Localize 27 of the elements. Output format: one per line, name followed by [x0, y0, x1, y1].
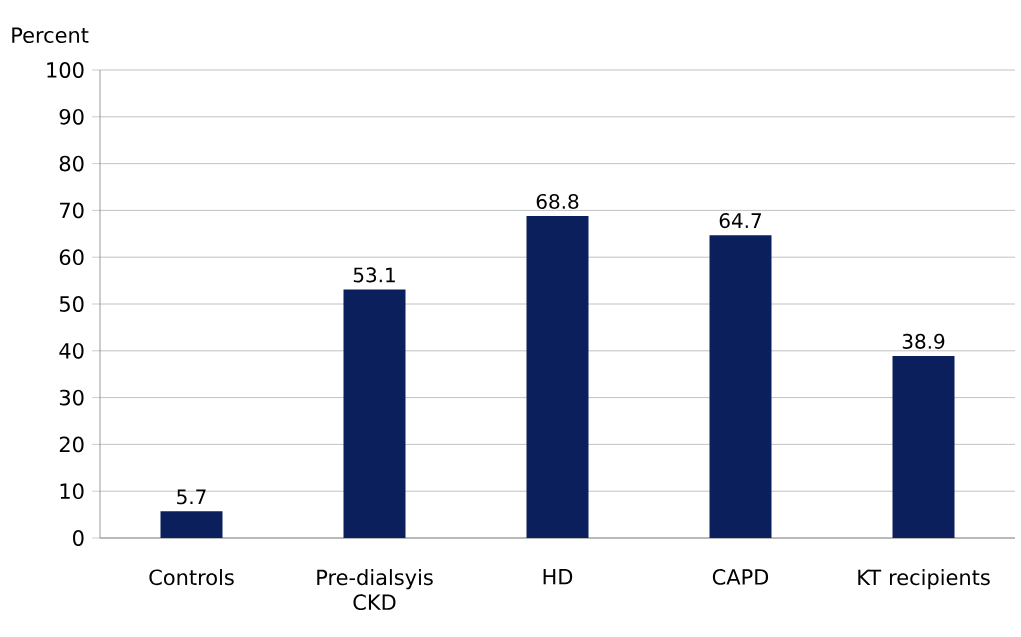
bar — [160, 511, 223, 538]
bar — [526, 216, 589, 538]
y-tick-label: 40 — [59, 342, 84, 359]
x-tick-label: KT recipients — [858, 569, 990, 590]
y-tick-label: 90 — [59, 108, 84, 125]
y-tick-label: 100 — [47, 62, 84, 78]
x-tick-label: Pre-dialsyis CKD — [317, 569, 433, 611]
y-tick-label: 10 — [60, 483, 84, 500]
y-tick-label: 50 — [59, 296, 84, 312]
data-label: 5.7 — [177, 489, 206, 505]
y-tick-label: 20 — [59, 436, 84, 453]
y-tick-label: 80 — [59, 155, 84, 172]
y-tick-label: 30 — [59, 389, 84, 406]
bar — [892, 355, 955, 538]
y-tick-label: 0 — [73, 530, 84, 546]
x-tick-label: Controls — [149, 569, 234, 586]
bar — [709, 235, 772, 538]
x-tick-label: HD — [543, 569, 573, 585]
data-label: 38.9 — [902, 333, 945, 349]
data-label: 68.8 — [536, 193, 579, 209]
y-axis-title: Percent — [12, 27, 89, 43]
data-label: 64.7 — [719, 213, 761, 229]
bar — [343, 289, 406, 538]
data-label: 53.1 — [353, 267, 395, 283]
y-tick-label: 70 — [60, 202, 84, 219]
x-tick-label: CAPD — [712, 569, 769, 585]
y-tick-label: 60 — [59, 249, 84, 266]
